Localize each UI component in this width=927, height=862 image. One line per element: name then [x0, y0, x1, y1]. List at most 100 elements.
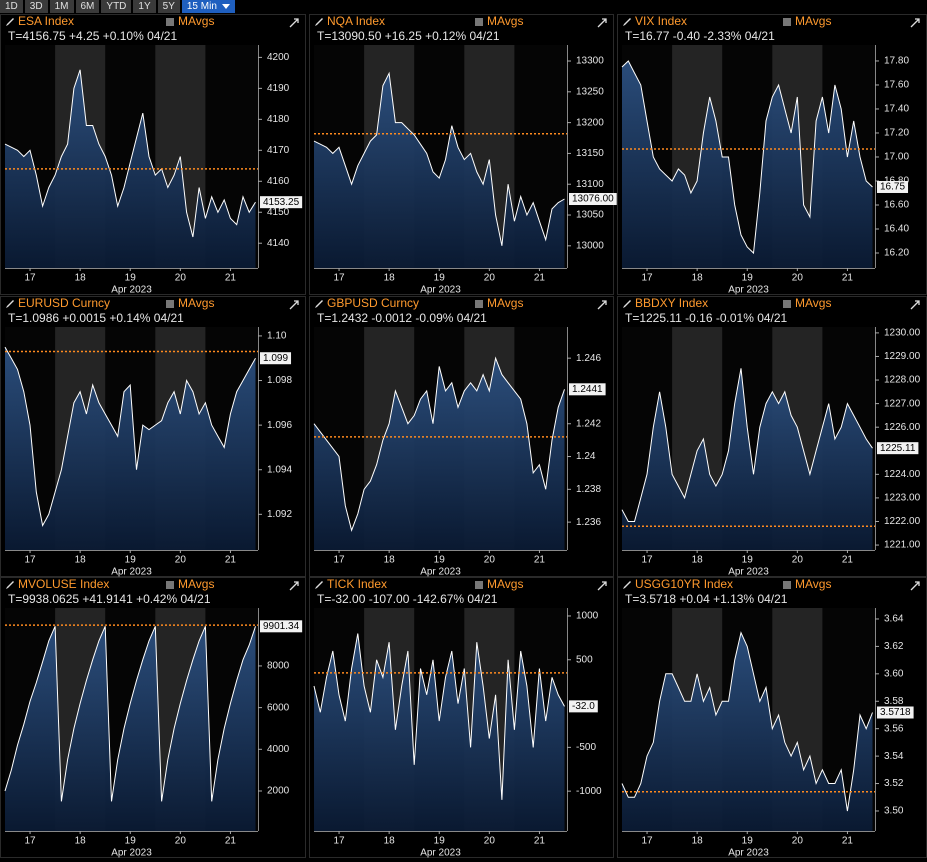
area-fill	[5, 347, 256, 550]
chart-panel: BBDXY Index MAvgs T=1225.11 -0.16 -0.01% 0…	[617, 296, 927, 578]
x-tick-label: 20	[175, 555, 187, 566]
dropdown-caret	[221, 3, 230, 9]
y-tick-label: 3.56	[884, 723, 904, 734]
last-value-label: 1225.11	[880, 443, 916, 454]
x-tick-label: 18	[384, 273, 396, 284]
range-button[interactable]: 15 Min	[181, 0, 235, 13]
legend-swatch	[475, 581, 483, 589]
y-tick-label: 16.20	[884, 248, 909, 259]
x-tick-label: 19	[434, 836, 446, 847]
legend-swatch	[783, 581, 791, 589]
y-tick-label: 4180	[267, 114, 290, 125]
y-tick-label: 1224.00	[884, 469, 921, 480]
range-button[interactable]: 1D	[0, 0, 23, 13]
x-tick-label: 19	[125, 836, 137, 847]
chart-title: BBDXY Index	[635, 296, 708, 310]
x-tick-label: 17	[24, 555, 36, 566]
last-value-label: 16.75	[880, 182, 905, 193]
expand-icon	[597, 18, 607, 28]
y-tick-label: 16.60	[884, 200, 909, 211]
y-tick-label: 13300	[576, 56, 604, 67]
expand-icon	[289, 18, 299, 28]
last-value-label: 3.5718	[880, 707, 911, 718]
range-button[interactable]: 3D	[24, 0, 48, 13]
last-value-box	[260, 196, 303, 209]
expand-icon	[910, 300, 920, 310]
pencil-icon	[6, 581, 14, 589]
x-tick-label: 21	[842, 273, 854, 284]
x-tick-label: 20	[792, 836, 804, 847]
x-tick-label: 21	[225, 555, 237, 566]
x-tick-label: 17	[333, 836, 345, 847]
chart-panel: VIX Index MAvgs T=16.77 -0.40 -2.33% 04/21…	[617, 14, 927, 296]
x-tick-label: 18	[75, 836, 87, 847]
x-tick-label: 18	[384, 836, 396, 847]
range-button[interactable]: 5Y	[157, 0, 180, 13]
pencil-icon	[623, 300, 631, 308]
x-tick-label: 21	[534, 273, 546, 284]
y-tick-label: -500	[576, 742, 596, 753]
y-tick-label: 1000	[576, 611, 599, 622]
price-line	[621, 60, 873, 255]
x-tick-label: 18	[75, 555, 87, 566]
x-tick-label: 18	[692, 273, 704, 284]
legend-label: MAvgs	[487, 296, 523, 310]
y-tick-label: 1.246	[576, 353, 601, 364]
y-tick-label: 17.80	[884, 56, 909, 67]
y-tick-label: 6000	[267, 702, 290, 713]
legend-swatch	[475, 300, 483, 308]
x-tick-label: 20	[175, 273, 187, 284]
expand-icon	[910, 581, 920, 591]
price-line	[4, 346, 256, 527]
expand-icon	[289, 581, 299, 591]
area-fill	[622, 368, 873, 550]
x-tick-label: 20	[484, 836, 496, 847]
range-button[interactable]: 1M	[49, 0, 74, 13]
x-tick-label: 20	[484, 273, 496, 284]
price-line	[4, 69, 256, 238]
y-tick-label: 13150	[576, 148, 604, 159]
pencil-icon	[6, 18, 14, 26]
y-tick-label: 16.40	[884, 224, 909, 235]
x-axis-label: Apr 2023	[728, 567, 769, 578]
quote-line: T=9938.0625 +41.9141 +0.42% 04/21	[8, 592, 211, 606]
y-tick-label: 4160	[267, 176, 290, 187]
legend-label: MAvgs	[487, 14, 523, 28]
y-tick-label: 1.10	[267, 331, 287, 342]
x-axis-label: Apr 2023	[420, 848, 461, 859]
y-tick-label: 13050	[576, 210, 604, 221]
last-value-label: 4153.25	[263, 197, 300, 208]
x-axis-label: Apr 2023	[111, 285, 152, 296]
legend-label: MAvgs	[795, 14, 831, 28]
y-tick-label: 1227.00	[884, 398, 921, 409]
y-tick-label: -1000	[576, 786, 602, 797]
price-line	[621, 368, 873, 522]
x-tick-label: 19	[434, 273, 446, 284]
range-button[interactable]: 1Y	[133, 0, 156, 13]
last-value-tag: 1225.11	[877, 442, 919, 455]
legend-label: MAvgs	[487, 577, 523, 591]
y-tick-label: 4170	[267, 145, 290, 156]
y-tick-label: 3.54	[884, 751, 904, 762]
last-value-label: -32.0	[572, 701, 595, 712]
x-tick-label: 21	[842, 555, 854, 566]
y-tick-label: 1221.00	[884, 540, 921, 551]
range-button[interactable]: 6M	[75, 0, 100, 13]
range-button[interactable]: YTD	[101, 0, 132, 13]
y-tick-label: 1.24	[576, 451, 596, 462]
quote-line: T=16.77 -0.40 -2.33% 04/21	[625, 29, 775, 43]
quote-line: T=13090.50 +16.25 +0.12% 04/21	[317, 29, 500, 43]
x-axis-label: Apr 2023	[111, 567, 152, 578]
area-fill	[622, 632, 873, 831]
price-line	[621, 631, 873, 812]
x-tick-label: 17	[333, 555, 345, 566]
pencil-icon	[315, 581, 323, 589]
y-tick-label: 1.094	[267, 464, 292, 475]
pencil-icon	[6, 300, 14, 308]
y-tick-label: 1222.00	[884, 516, 921, 527]
x-tick-label: 19	[742, 273, 754, 284]
y-tick-label: 1.236	[576, 517, 601, 528]
